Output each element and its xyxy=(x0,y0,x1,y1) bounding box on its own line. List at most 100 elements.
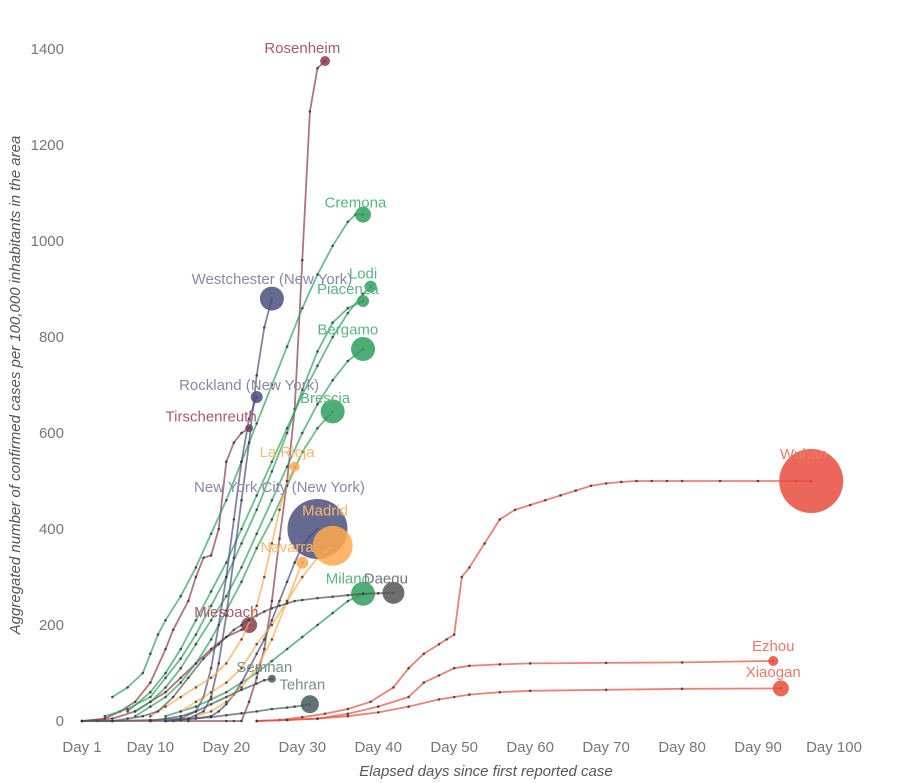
data-point xyxy=(331,595,334,598)
data-point xyxy=(217,527,221,531)
x-tick-label: Day 20 xyxy=(203,739,251,756)
end-marker-westchester-new-york[interactable] xyxy=(259,286,284,311)
data-point xyxy=(308,110,312,113)
data-point xyxy=(149,700,152,704)
data-point xyxy=(620,480,623,484)
end-marker-bergamo[interactable] xyxy=(351,337,376,361)
data-point xyxy=(452,633,456,636)
data-point xyxy=(255,666,259,670)
data-point xyxy=(225,561,228,564)
end-marker-ezhou[interactable] xyxy=(768,656,779,666)
data-point xyxy=(103,714,107,718)
label-madrid: Madrid xyxy=(302,503,348,520)
data-point xyxy=(164,618,167,622)
y-tick-label: 1200 xyxy=(31,137,64,154)
data-point xyxy=(255,642,259,646)
data-point xyxy=(194,714,198,718)
data-point xyxy=(468,664,471,668)
data-point xyxy=(422,652,426,656)
label-bergamo: Bergamo xyxy=(317,322,378,339)
end-marker-navarra[interactable] xyxy=(296,556,309,569)
data-point xyxy=(300,575,304,579)
data-point xyxy=(240,712,243,715)
end-marker-rockland-new-york[interactable] xyxy=(250,391,263,403)
data-point xyxy=(316,623,319,627)
data-point xyxy=(498,690,502,694)
series-westchester-new-york xyxy=(171,286,284,723)
end-marker-tehran[interactable] xyxy=(300,695,319,714)
data-point xyxy=(209,710,213,713)
data-point xyxy=(316,364,319,368)
data-point xyxy=(232,518,236,521)
data-point xyxy=(300,715,304,719)
end-marker-xiaogan[interactable] xyxy=(772,680,789,697)
data-point xyxy=(225,713,228,717)
data-point xyxy=(316,402,319,406)
end-marker-brescia[interactable] xyxy=(320,399,345,424)
data-labels: Rosenheim Tirschenreuth Miesbach Cremona Lod… xyxy=(166,40,828,693)
x-tick-label: Day 30 xyxy=(279,739,327,756)
data-point xyxy=(650,479,653,483)
data-point xyxy=(202,556,205,560)
data-point xyxy=(209,702,213,706)
end-marker-piacenza[interactable] xyxy=(357,295,370,307)
x-axis: Day 1 Day 10 Day 20 Day 30 Day 40 Day 50 Day 6… xyxy=(62,739,862,756)
data-point xyxy=(179,594,183,598)
data-point xyxy=(255,546,259,550)
data-point xyxy=(187,676,190,680)
data-point xyxy=(407,666,410,670)
data-point xyxy=(225,690,228,694)
data-point xyxy=(300,635,304,639)
data-point xyxy=(126,707,129,711)
data-point xyxy=(240,628,243,632)
label-milano: Milano xyxy=(326,571,370,588)
label-tirschenreuth: Tirschenreuth xyxy=(166,408,257,425)
data-point xyxy=(255,508,259,512)
label-semnan: Semnan xyxy=(236,659,292,676)
data-point xyxy=(255,682,259,685)
end-marker-semnan[interactable] xyxy=(267,674,276,683)
data-point xyxy=(126,717,129,720)
end-marker-miesbach[interactable] xyxy=(241,617,258,633)
end-marker-wuhan[interactable] xyxy=(779,449,844,513)
x-tick-label: Day 60 xyxy=(506,739,554,756)
x-tick-label: Day 40 xyxy=(354,739,402,756)
series-brescia xyxy=(133,399,345,718)
data-point xyxy=(407,695,410,699)
data-point xyxy=(270,518,274,521)
data-point xyxy=(498,663,502,666)
data-point xyxy=(149,652,152,656)
data-point xyxy=(346,311,350,315)
data-point xyxy=(680,479,684,483)
data-point xyxy=(240,580,243,584)
x-tick-label: Day 100 xyxy=(806,739,862,756)
data-point xyxy=(331,611,334,615)
end-marker-lodi[interactable] xyxy=(364,280,377,293)
series-line-rosenheim xyxy=(82,60,326,722)
end-marker-daegu[interactable] xyxy=(382,581,405,604)
data-point xyxy=(346,712,350,716)
data-point xyxy=(111,695,114,699)
data-point xyxy=(285,431,289,435)
data-point xyxy=(232,719,236,723)
data-point xyxy=(187,599,190,603)
data-point xyxy=(528,503,532,507)
x-axis-title: Elapsed days since first reported case xyxy=(359,763,612,780)
data-point xyxy=(247,417,251,420)
data-point xyxy=(270,460,274,464)
data-point xyxy=(316,350,319,353)
end-marker-rosenheim[interactable] xyxy=(320,56,331,66)
data-point xyxy=(209,676,213,680)
data-point xyxy=(346,220,350,224)
data-point xyxy=(680,687,684,691)
label-wuhan: Wuhan xyxy=(780,446,827,463)
data-point xyxy=(232,556,236,560)
data-point xyxy=(452,666,456,670)
data-point xyxy=(270,707,274,711)
end-marker-madrid[interactable] xyxy=(312,525,353,566)
end-marker-la-rioja[interactable] xyxy=(289,461,300,472)
data-point xyxy=(225,635,228,639)
end-marker-cremona[interactable] xyxy=(355,206,372,223)
data-point xyxy=(209,532,213,536)
data-point xyxy=(278,537,281,540)
